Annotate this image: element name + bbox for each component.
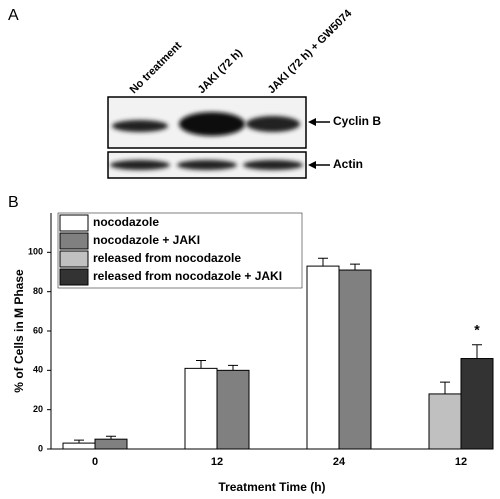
band	[177, 160, 237, 170]
band	[112, 120, 168, 132]
y-tick-label: 80	[33, 286, 43, 296]
bar	[62, 442, 96, 450]
y-tick-label: 40	[33, 365, 43, 375]
y-axis-label: % of Cells in M Phase	[12, 269, 26, 393]
error-bar	[440, 381, 450, 394]
error-bar	[74, 439, 84, 444]
y-tick-label: 0	[38, 443, 43, 453]
error-bar	[350, 263, 360, 271]
band-label: Actin	[333, 157, 363, 171]
legend-swatch	[59, 214, 89, 232]
band	[110, 160, 170, 170]
band	[243, 160, 303, 170]
band	[246, 116, 300, 132]
bar	[338, 269, 372, 450]
legend-label: released from nocodazole	[93, 251, 241, 265]
y-tick-label: 20	[33, 404, 43, 414]
band	[179, 112, 245, 136]
error-bar	[228, 364, 238, 371]
y-tick-label: 60	[33, 325, 43, 335]
legend-swatch	[59, 232, 89, 250]
bar	[184, 367, 218, 450]
band-label: Cyclin B	[333, 114, 381, 128]
panel-label: A	[8, 7, 19, 24]
x-tick-label: 12	[455, 456, 467, 468]
bar	[428, 393, 462, 450]
error-bar	[318, 257, 328, 267]
x-tick-label: 24	[333, 456, 346, 468]
legend-label: released from nocodazole + JAKI	[93, 269, 282, 283]
error-bar	[196, 360, 206, 369]
error-bar	[472, 344, 482, 359]
bar	[306, 265, 340, 450]
legend-label: nocodazole + JAKI	[93, 233, 200, 247]
x-tick-label: 12	[211, 456, 223, 468]
x-axis-label: Treatment Time (h)	[218, 480, 325, 494]
legend-label: nocodazole	[93, 215, 159, 229]
bar	[94, 438, 128, 450]
legend-swatch	[59, 268, 89, 286]
error-bar	[106, 435, 116, 440]
legend-swatch	[59, 250, 89, 268]
bar	[216, 369, 250, 450]
bar	[460, 358, 494, 450]
y-tick-label: 100	[28, 247, 43, 257]
arrow-head	[308, 118, 316, 126]
legend-box	[57, 212, 303, 289]
annotation: *	[474, 321, 480, 337]
x-tick-label: 0	[92, 456, 98, 468]
panel-label: B	[8, 194, 19, 211]
arrow-head	[308, 161, 316, 169]
